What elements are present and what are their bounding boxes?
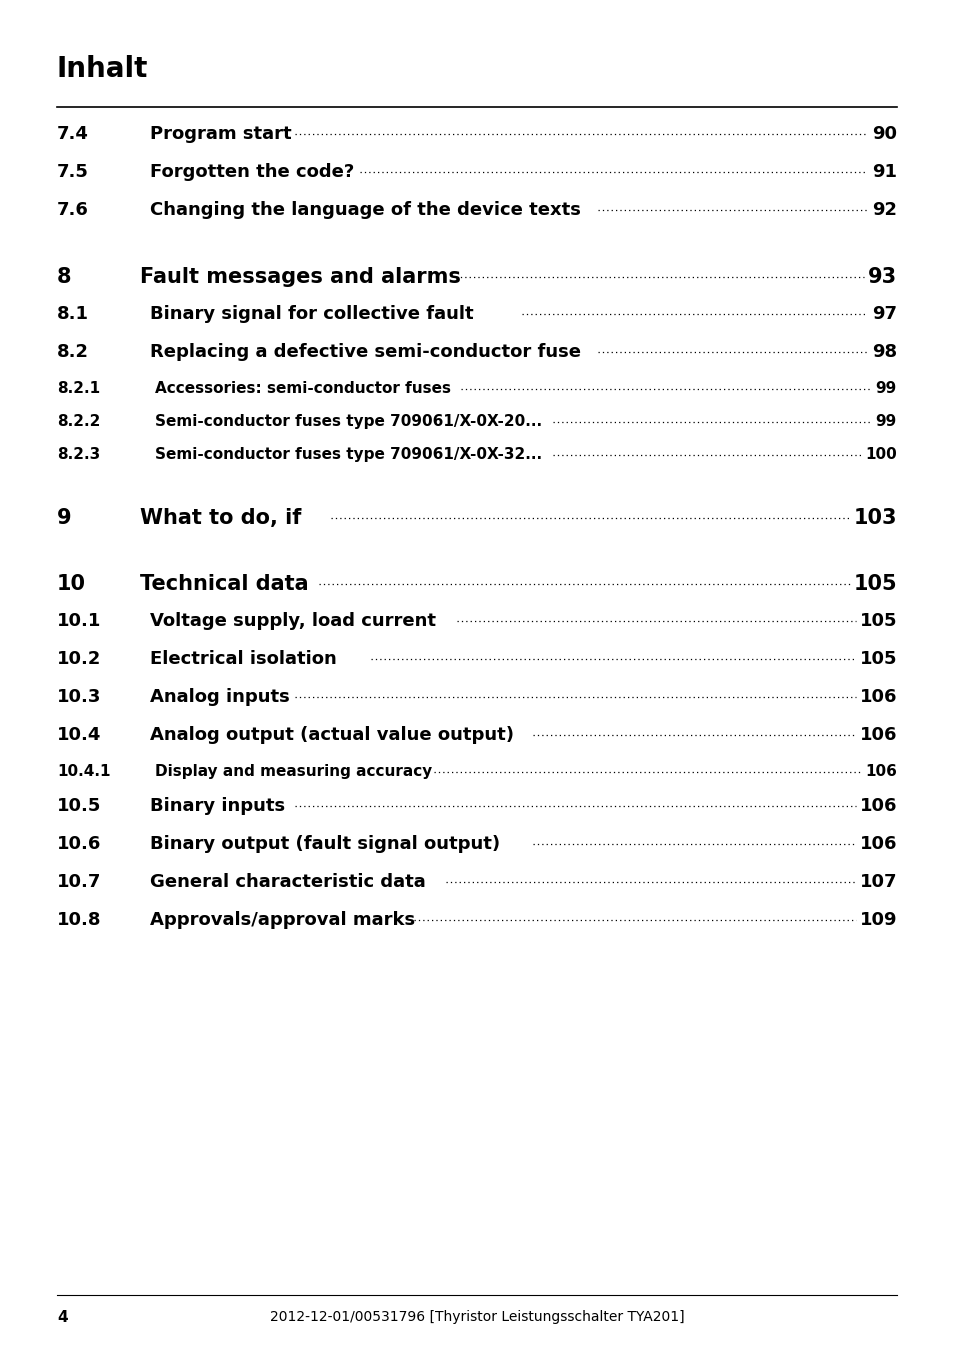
Text: Fault messages and alarms: Fault messages and alarms bbox=[140, 267, 460, 288]
Text: Technical data: Technical data bbox=[140, 574, 309, 594]
Text: Changing the language of the device texts: Changing the language of the device text… bbox=[150, 201, 580, 219]
Text: Voltage supply, load current: Voltage supply, load current bbox=[150, 612, 436, 630]
Text: 99: 99 bbox=[875, 414, 896, 429]
Text: 97: 97 bbox=[871, 305, 896, 323]
Text: 106: 106 bbox=[864, 764, 896, 779]
Text: 92: 92 bbox=[871, 201, 896, 219]
Text: 10.2: 10.2 bbox=[57, 649, 101, 668]
Text: 106: 106 bbox=[859, 726, 896, 744]
Text: Replacing a defective semi-conductor fuse: Replacing a defective semi-conductor fus… bbox=[150, 343, 580, 360]
Text: What to do, if: What to do, if bbox=[140, 508, 309, 528]
Text: Approvals/approval marks: Approvals/approval marks bbox=[150, 911, 415, 929]
Text: 7.5: 7.5 bbox=[57, 163, 89, 181]
Text: Analog output (actual value output): Analog output (actual value output) bbox=[150, 726, 514, 744]
Text: 2012-12-01/00531796 [Thyristor Leistungsschalter TYA201]: 2012-12-01/00531796 [Thyristor Leistungs… bbox=[270, 1310, 683, 1324]
Text: Forgotten the code?: Forgotten the code? bbox=[150, 163, 354, 181]
Text: General characteristic data: General characteristic data bbox=[150, 873, 425, 891]
Text: 107: 107 bbox=[859, 873, 896, 891]
Text: 10.8: 10.8 bbox=[57, 911, 101, 929]
Text: Binary output (fault signal output): Binary output (fault signal output) bbox=[150, 836, 499, 853]
Text: 10.7: 10.7 bbox=[57, 873, 101, 891]
Text: 106: 106 bbox=[859, 796, 896, 815]
Text: Semi-conductor fuses type 709061/X-0X-32...: Semi-conductor fuses type 709061/X-0X-32… bbox=[154, 447, 541, 462]
Text: Program start: Program start bbox=[150, 126, 292, 143]
Text: 8: 8 bbox=[57, 267, 71, 288]
Text: 99: 99 bbox=[875, 381, 896, 396]
Text: 106: 106 bbox=[859, 836, 896, 853]
Text: Display and measuring accuracy: Display and measuring accuracy bbox=[154, 764, 432, 779]
Text: 93: 93 bbox=[867, 267, 896, 288]
Text: 103: 103 bbox=[853, 508, 896, 528]
Text: 10.4.1: 10.4.1 bbox=[57, 764, 111, 779]
Text: Semi-conductor fuses type 709061/X-0X-20...: Semi-conductor fuses type 709061/X-0X-20… bbox=[154, 414, 541, 429]
Text: Inhalt: Inhalt bbox=[57, 55, 149, 82]
Text: 4: 4 bbox=[57, 1310, 68, 1324]
Text: 8.2.3: 8.2.3 bbox=[57, 447, 100, 462]
Text: 8.2: 8.2 bbox=[57, 343, 89, 360]
Text: 9: 9 bbox=[57, 508, 71, 528]
Text: 105: 105 bbox=[853, 574, 896, 594]
Text: Binary signal for collective fault: Binary signal for collective fault bbox=[150, 305, 473, 323]
Text: 10.4: 10.4 bbox=[57, 726, 101, 744]
Text: 106: 106 bbox=[859, 688, 896, 706]
Text: 98: 98 bbox=[871, 343, 896, 360]
Text: 10.1: 10.1 bbox=[57, 612, 101, 630]
Text: Electrical isolation: Electrical isolation bbox=[150, 649, 336, 668]
Text: Binary inputs: Binary inputs bbox=[150, 796, 285, 815]
Text: 10.5: 10.5 bbox=[57, 796, 101, 815]
Text: 91: 91 bbox=[871, 163, 896, 181]
Text: 7.6: 7.6 bbox=[57, 201, 89, 219]
Text: 105: 105 bbox=[859, 649, 896, 668]
Text: 10: 10 bbox=[57, 574, 86, 594]
Text: Accessories: semi-conductor fuses: Accessories: semi-conductor fuses bbox=[154, 381, 451, 396]
Text: Analog inputs: Analog inputs bbox=[150, 688, 290, 706]
Text: 8.1: 8.1 bbox=[57, 305, 89, 323]
Text: 10.3: 10.3 bbox=[57, 688, 101, 706]
Text: 90: 90 bbox=[871, 126, 896, 143]
Text: 7.4: 7.4 bbox=[57, 126, 89, 143]
Text: 8.2.2: 8.2.2 bbox=[57, 414, 100, 429]
Text: 8.2.1: 8.2.1 bbox=[57, 381, 100, 396]
Text: 109: 109 bbox=[859, 911, 896, 929]
Text: 100: 100 bbox=[864, 447, 896, 462]
Text: 10.6: 10.6 bbox=[57, 836, 101, 853]
Text: 105: 105 bbox=[859, 612, 896, 630]
